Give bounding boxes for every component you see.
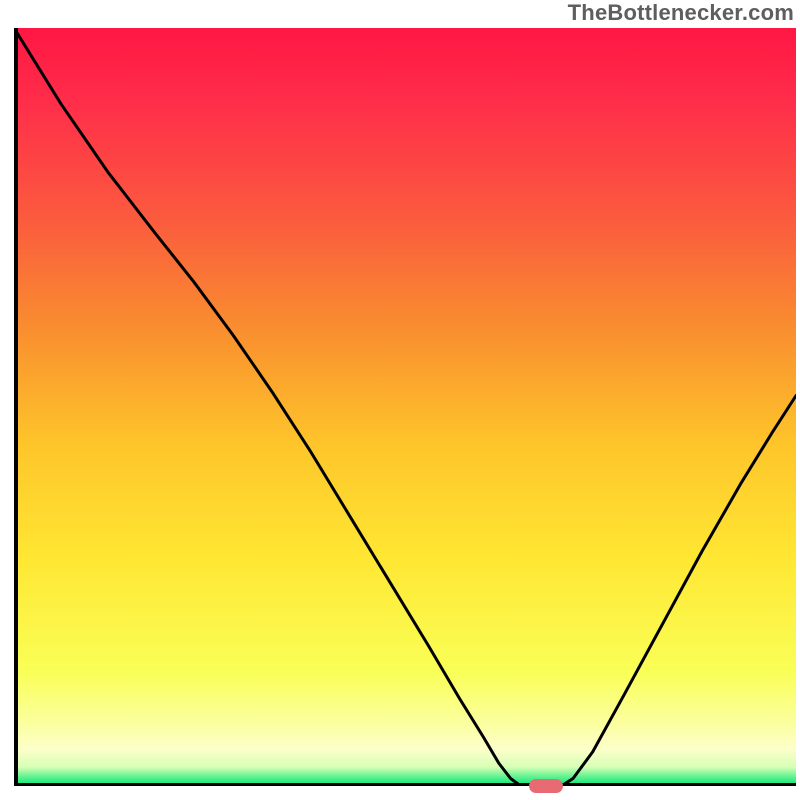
optimal-marker: [529, 779, 563, 793]
plot-svg: [14, 28, 796, 786]
chart-root: TheBottlenecker.com: [0, 0, 800, 800]
watermark-text: TheBottlenecker.com: [568, 0, 794, 26]
x-axis-line: [14, 783, 796, 787]
gradient-background: [14, 28, 796, 786]
plot-area: [14, 28, 796, 786]
y-axis-line: [14, 28, 18, 786]
